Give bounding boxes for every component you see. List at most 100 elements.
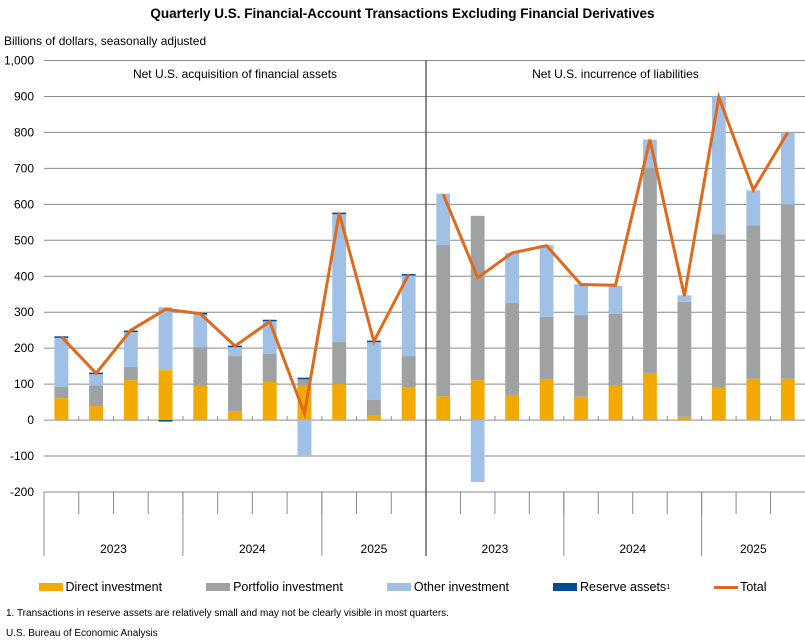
- axes: 2023 2024 2025 2023 2024 2025: [43, 60, 772, 556]
- legend-label: Direct investment: [65, 580, 163, 594]
- x-year-label: 2025: [361, 542, 388, 556]
- direct-investment-swatch: [38, 583, 63, 591]
- other-investment-bar: [539, 244, 554, 317]
- portfolio-investment-bar: [505, 302, 520, 395]
- portfolio-investment-bar: [677, 301, 692, 417]
- reserve-assets-swatch: [553, 583, 578, 591]
- footnote-marker: 1: [666, 583, 671, 591]
- panel-label: Net U.S. acquisition of financial assets: [133, 67, 337, 81]
- portfolio-investment-bar: [780, 204, 795, 379]
- other-investment-bar: [228, 346, 242, 357]
- other-investment-bar: [297, 420, 312, 457]
- panel-label: Net U.S. incurrence of liabilities: [532, 67, 699, 81]
- footnote: 1. Transactions in reserve assets are re…: [6, 608, 449, 619]
- other-investment-bar: [158, 307, 173, 371]
- x-year-label: 2024: [239, 542, 266, 556]
- other-investment-bar: [574, 284, 588, 316]
- other-investment-bar: [505, 252, 520, 303]
- portfolio-investment-bar: [608, 314, 623, 386]
- direct-investment-bar: [228, 411, 242, 421]
- direct-investment-bar: [158, 370, 173, 421]
- legend-item-direct: Direct investment: [38, 580, 163, 594]
- legend-item-reserve: Reserve assets 1: [553, 580, 670, 594]
- direct-investment-bar: [539, 379, 554, 421]
- x-year-label: 2025: [740, 542, 767, 556]
- other-investment-bar: [470, 420, 485, 482]
- y-tick-label: 500: [14, 233, 34, 247]
- direct-investment-bar: [366, 415, 381, 421]
- reserve-assets-bar: [158, 420, 173, 422]
- panel-labels: Net U.S. acquisition of financial assets…: [133, 67, 699, 81]
- portfolio-investment-bar: [436, 244, 451, 397]
- portfolio-investment-bar: [574, 315, 588, 397]
- legend-item-other: Other investment: [386, 580, 510, 594]
- other-investment-bar: [401, 274, 416, 357]
- direct-investment-bar: [711, 387, 726, 421]
- direct-investment-bar: [89, 406, 104, 421]
- other-investment-bar: [780, 132, 795, 205]
- y-tick-label: 900: [14, 89, 34, 103]
- other-investment-bar: [677, 295, 692, 302]
- direct-investment-bar: [123, 380, 138, 421]
- y-tick-label: 700: [14, 161, 34, 175]
- y-tick-label: 100: [14, 377, 34, 391]
- other-investment-bar: [123, 331, 138, 367]
- y-tick-label: 600: [14, 197, 34, 211]
- direct-investment-bar: [780, 378, 795, 421]
- y-tick-label: 1,000: [4, 54, 34, 68]
- legend-label: Other investment: [413, 580, 510, 594]
- source-note: U.S. Bureau of Economic Analysis: [6, 628, 158, 639]
- portfolio-investment-bar: [89, 385, 104, 407]
- chart-svg: 1,000 900 800 700 600 500 400 300 200 100 0 -100 -20…: [4, 54, 805, 556]
- portfolio-investment-bar: [470, 215, 485, 381]
- direct-investment-bar: [643, 372, 657, 421]
- y-tick-label: 400: [14, 269, 34, 283]
- direct-investment-bar: [54, 398, 69, 421]
- x-year-label: 2023: [100, 542, 127, 556]
- y-axis-units-label: Billions of dollars, seasonally adjusted: [4, 34, 207, 48]
- direct-investment-bar: [470, 380, 485, 421]
- portfolio-investment-swatch: [206, 583, 231, 591]
- portfolio-investment-bar: [746, 225, 761, 379]
- portfolio-investment-bar: [643, 167, 657, 373]
- portfolio-investment-bar: [262, 353, 277, 382]
- other-investment-bar: [332, 213, 347, 343]
- y-tick-label: -100: [10, 449, 34, 463]
- other-investment-bar: [89, 373, 104, 386]
- portfolio-investment-bar: [366, 399, 381, 416]
- other-investment-swatch: [386, 583, 411, 591]
- legend-label: Portfolio investment: [233, 580, 343, 594]
- legend-item-portfolio: Portfolio investment: [206, 580, 343, 594]
- portfolio-investment-bar: [401, 356, 416, 388]
- direct-investment-bar: [193, 385, 208, 421]
- legend-label: Total: [740, 580, 767, 594]
- portfolio-investment-bar: [123, 366, 138, 381]
- portfolio-investment-bar: [297, 378, 312, 386]
- portfolio-investment-bar: [332, 342, 347, 385]
- gridlines: [44, 60, 805, 493]
- portfolio-investment-bar: [539, 316, 554, 380]
- bars: [54, 96, 795, 482]
- direct-investment-bar: [436, 396, 451, 421]
- total-line-swatch: [714, 585, 739, 589]
- y-tick-label: 200: [14, 341, 34, 355]
- direct-investment-bar: [401, 387, 416, 421]
- legend-label: Reserve assets: [580, 580, 667, 594]
- other-investment-bar: [711, 96, 726, 235]
- legend-item-total: Total: [714, 580, 767, 594]
- other-investment-bar: [54, 337, 69, 388]
- y-axis-ticks: 1,000 900 800 700 600 500 400 300 200 100 0 -100 -20…: [4, 54, 34, 500]
- direct-investment-bar: [746, 378, 761, 421]
- y-tick-label: 0: [27, 413, 34, 427]
- y-tick-label: -200: [10, 485, 34, 499]
- x-year-label: 2023: [482, 542, 509, 556]
- portfolio-investment-bar: [193, 347, 208, 386]
- other-investment-bar: [366, 341, 381, 400]
- y-tick-label: 800: [14, 125, 34, 139]
- total-lines: [60, 91, 790, 420]
- direct-investment-bar: [608, 385, 623, 421]
- other-investment-bar: [193, 313, 208, 348]
- portfolio-investment-bar: [711, 234, 726, 388]
- other-investment-bar: [608, 285, 623, 315]
- total-line: [441, 91, 790, 297]
